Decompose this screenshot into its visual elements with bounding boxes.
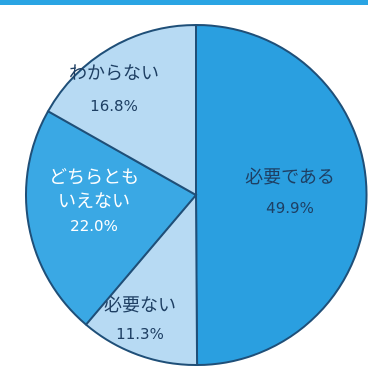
slice-label: 必要である <box>245 167 335 188</box>
slice-label-group: 必要である 49.9% <box>245 167 335 217</box>
slice-label-group: 必要ない 11.3% <box>104 295 176 343</box>
slice-value-label: 49.9% <box>266 199 314 217</box>
slice-label-group: わからない 16.8% <box>69 63 159 115</box>
pie-slice <box>195 23 368 367</box>
slice-label: 必要ない <box>104 295 176 316</box>
slice-value-label: 11.3% <box>116 325 164 343</box>
slice-label: わからない <box>69 63 159 84</box>
pie-slice <box>84 192 199 367</box>
top-accent-bar <box>0 0 368 5</box>
slice-label: いえない <box>58 191 130 212</box>
slice-value-label: 22.0% <box>70 217 118 235</box>
pie-slice <box>25 109 198 327</box>
slice-value-label: 16.8% <box>90 97 138 115</box>
pie-slice <box>46 23 197 197</box>
slice-label: どちらとも <box>49 167 139 188</box>
